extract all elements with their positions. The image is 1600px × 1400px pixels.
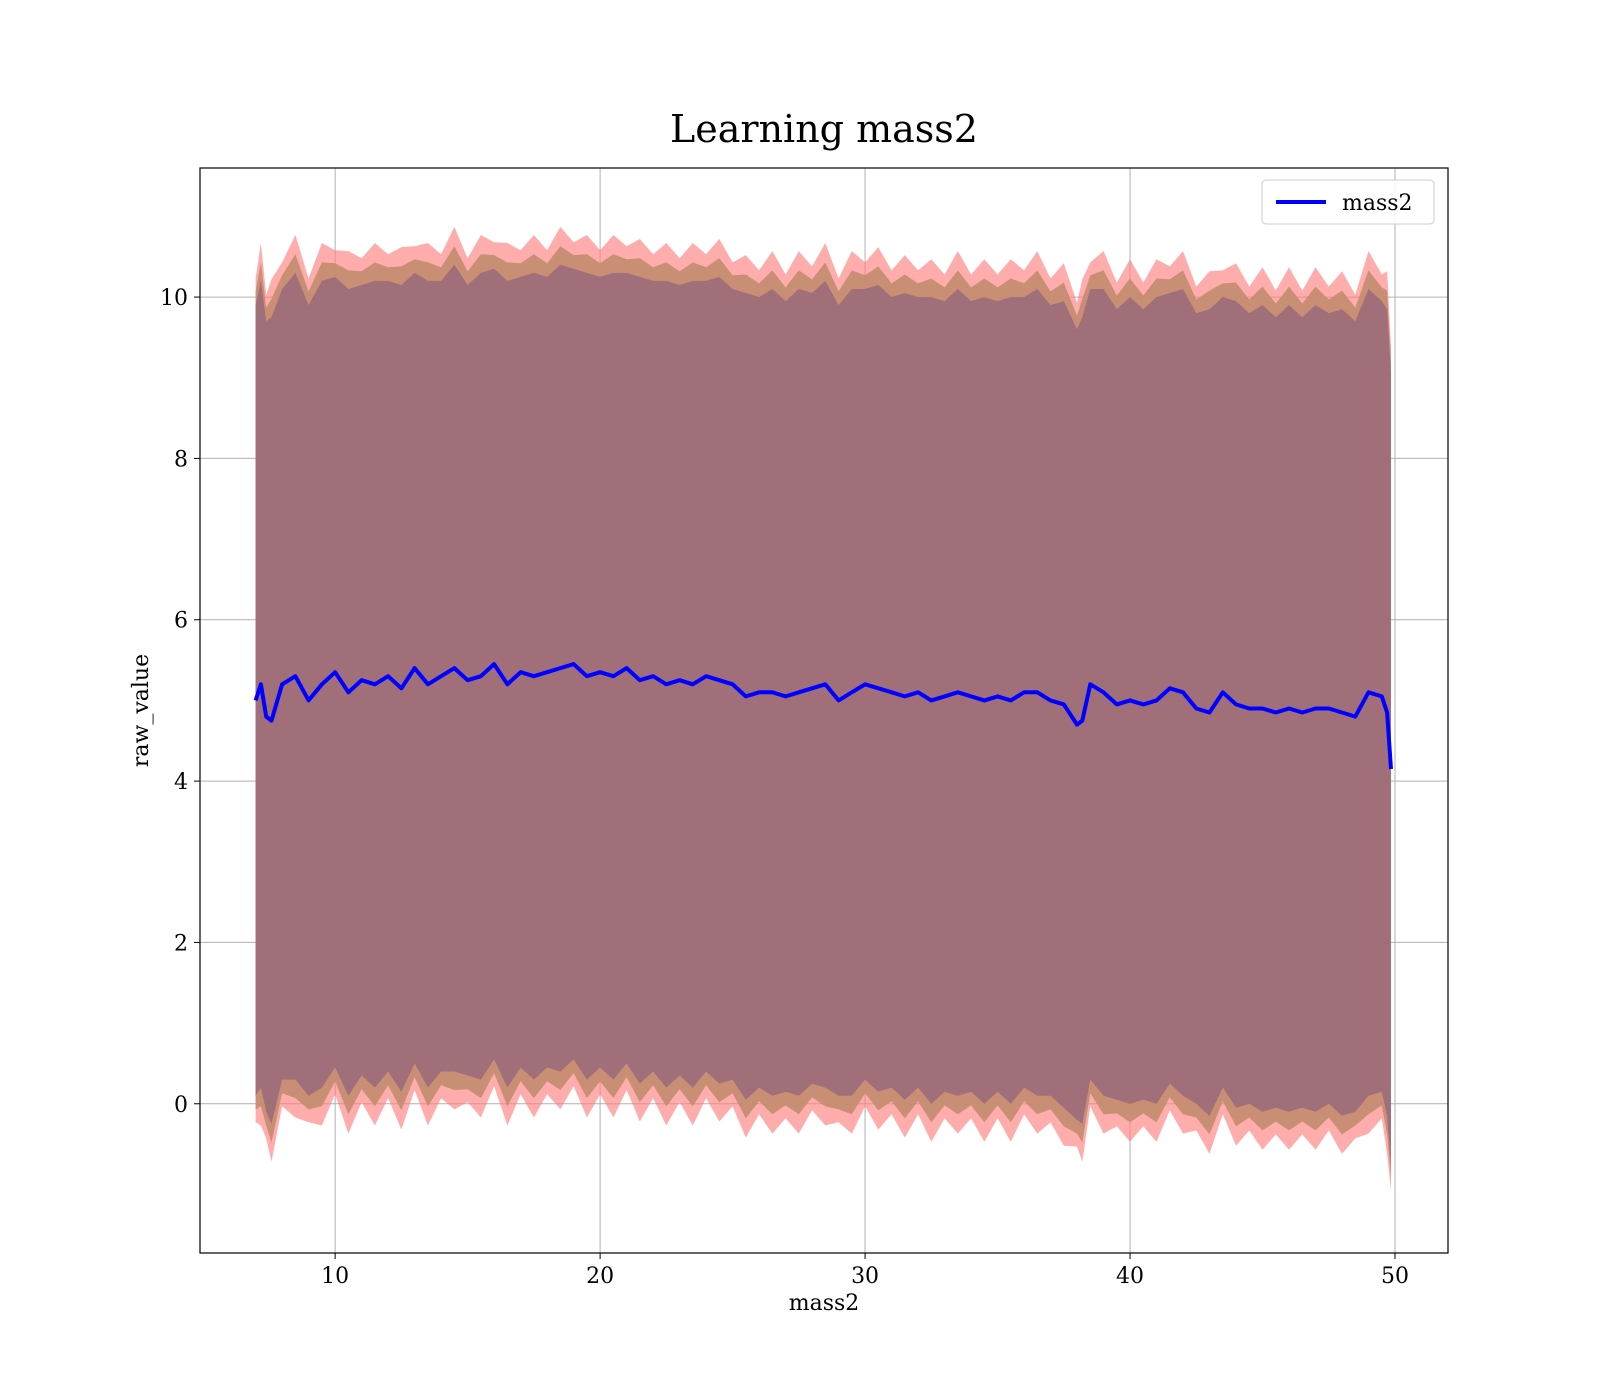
series-line-mass2	[253, 662, 1393, 770]
x-tick-label: 50	[1381, 1264, 1409, 1289]
inner-band	[255, 264, 1392, 1165]
x-tick-label: 20	[586, 1264, 614, 1289]
chart-title: Learning mass2	[670, 107, 978, 151]
legend-label: mass2	[1342, 191, 1413, 216]
y-tick-label: 6	[174, 609, 188, 634]
y-tick-label: 8	[174, 447, 188, 472]
y-tick-label: 2	[174, 931, 188, 956]
x-axis-title: mass2	[789, 1291, 860, 1316]
y-axis-title: raw_value	[129, 654, 154, 767]
axis-ticks: 10 20 30 40 50 0 2 4 6 8 10	[160, 286, 1409, 1289]
legend: mass2	[1261, 179, 1435, 225]
x-tick-label: 10	[321, 1264, 349, 1289]
y-tick-label: 10	[160, 286, 188, 311]
legend-box	[1261, 179, 1435, 225]
plot-frame	[199, 167, 1449, 1254]
uncertainty-bands	[255, 226, 1392, 1191]
y-tick-label: 4	[174, 770, 188, 795]
x-tick-label: 40	[1116, 1264, 1144, 1289]
series-lines	[253, 662, 1393, 770]
y-tick-label: 0	[174, 1093, 188, 1118]
x-tick-label: 30	[851, 1264, 879, 1289]
